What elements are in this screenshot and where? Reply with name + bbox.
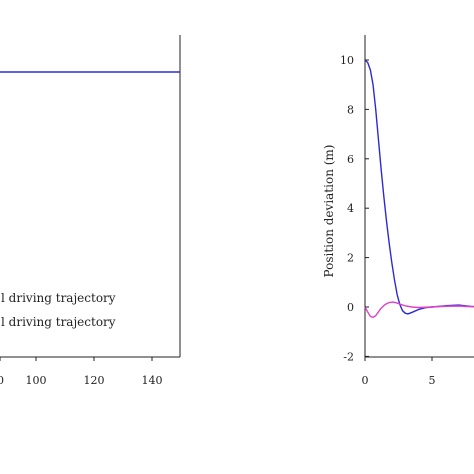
left-x-tick-label-120: 120 xyxy=(84,374,105,387)
right-y-axis-title: Position deviation (m) xyxy=(322,145,336,278)
right-y-tick-label-10: 10 xyxy=(340,54,354,67)
left-x-tick-label-140: 140 xyxy=(142,374,163,387)
left-legend-entry-2: l driving trajectory xyxy=(1,315,116,329)
right-y-tick-label-8: 8 xyxy=(347,103,354,116)
right-y-tick-label-0: 0 xyxy=(347,301,354,314)
right-x-tick-label-0: 0 xyxy=(362,374,369,387)
right-series-line-2 xyxy=(364,301,474,319)
left-legend: l driving trajectory l driving trajector… xyxy=(1,291,116,329)
right-series-line-1 xyxy=(364,59,474,315)
left-chart: 0 100 120 140 l driving trajectory l drivin… xyxy=(0,35,181,387)
left-legend-entry-1: l driving trajectory xyxy=(1,291,116,305)
right-y-tick-label-4: 4 xyxy=(347,202,354,215)
right-y-tick-label-2: 2 xyxy=(347,252,354,265)
right-chart: -2 0 2 4 6 8 10 0 5 Position deviation (m) xyxy=(322,35,474,387)
right-ticks-group: -2 0 2 4 6 8 10 0 5 xyxy=(340,54,436,387)
right-y-tick-label-6: 6 xyxy=(347,153,354,166)
left-x-tick-label-partial: 0 xyxy=(0,374,4,387)
left-ticks-group: 0 100 120 140 xyxy=(0,357,163,387)
right-y-tick-label--2: -2 xyxy=(343,350,354,363)
left-x-tick-label-100: 100 xyxy=(26,374,47,387)
right-x-tick-label-5: 5 xyxy=(429,374,436,387)
right-series-group xyxy=(364,59,474,319)
